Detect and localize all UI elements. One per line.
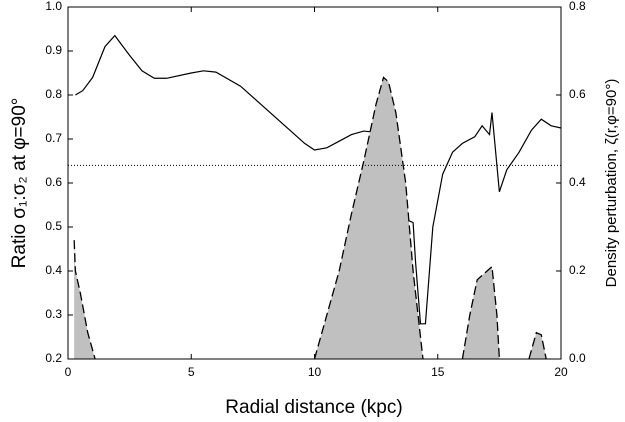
- y-tick-label: 0.5: [45, 219, 62, 233]
- y-tick-label: 0.2: [45, 351, 62, 365]
- x-tick-label: 15: [431, 365, 445, 379]
- y2-tick-label: 0.2: [569, 263, 586, 277]
- y2-tick-label: 0.6: [569, 87, 586, 101]
- y-tick-label: 0.6: [45, 175, 62, 189]
- y-tick-label: 0.9: [45, 43, 62, 57]
- density-line: [73, 76, 547, 360]
- y-tick-label: 0.4: [45, 263, 62, 277]
- x-tick-label: 0: [65, 365, 72, 379]
- x-tick-label: 20: [554, 365, 568, 379]
- x-tick-label: 10: [308, 365, 322, 379]
- y-tick-label: 0.7: [45, 131, 62, 145]
- y-tick-label: 0.3: [45, 307, 62, 321]
- y2-tick-label: 0.4: [569, 175, 586, 189]
- density-area: [74, 77, 547, 360]
- x-tick-label: 5: [188, 365, 195, 379]
- y2-tick-label: 0.8: [569, 0, 586, 13]
- x-axis-label: Radial distance (kpc): [225, 397, 402, 418]
- y2-axis-label: Density perturbation, ζ(r,φ=90°): [603, 79, 620, 288]
- y-axis-label: Ratio σ₁:σ₂ at φ=90°: [9, 98, 30, 269]
- y-tick-label: 1.0: [45, 0, 62, 13]
- y-tick-label: 0.8: [45, 87, 62, 101]
- y2-tick-label: 0.0: [569, 351, 586, 365]
